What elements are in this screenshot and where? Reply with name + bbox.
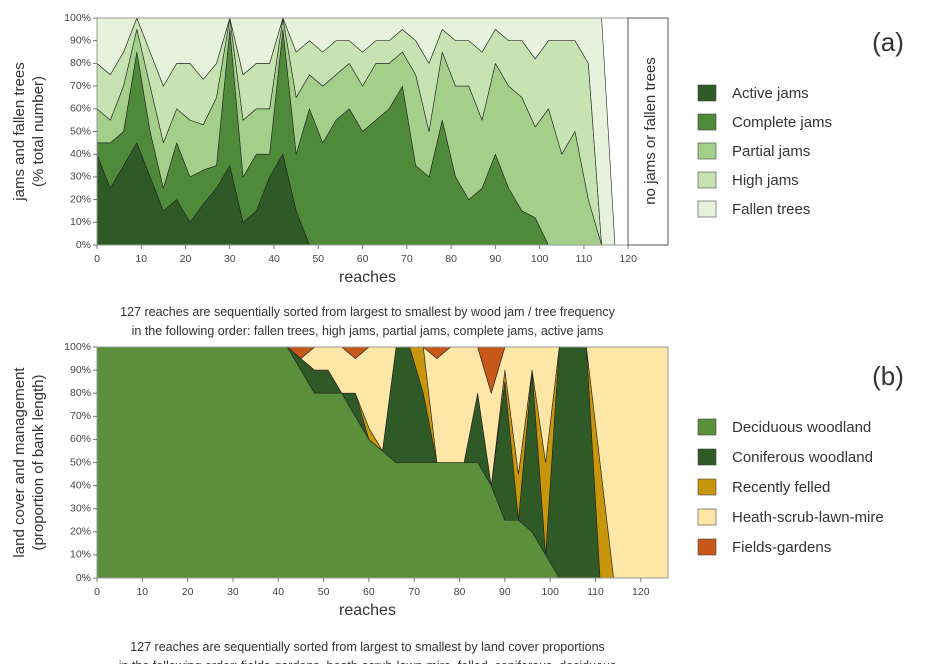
x-tick-label: 40 xyxy=(272,586,284,598)
x-tick-label: 80 xyxy=(454,586,466,598)
y-tick-label: 50% xyxy=(70,456,91,468)
legend-swatch xyxy=(697,200,717,218)
legend-swatch xyxy=(697,478,717,496)
x-tick-label: 110 xyxy=(587,586,604,598)
y-tick-label: 0% xyxy=(76,239,91,251)
x-tick-label: 20 xyxy=(182,586,194,598)
y-axis-label: (proportion of bank length) xyxy=(30,375,47,551)
legend-label: Complete jams xyxy=(732,114,832,131)
y-tick-label: 100% xyxy=(64,341,91,353)
y-tick-label: 50% xyxy=(70,125,91,137)
y-tick-label: 40% xyxy=(70,479,91,491)
y-tick-label: 10% xyxy=(70,216,91,228)
x-tick-label: 0 xyxy=(94,586,100,598)
legend-swatch xyxy=(697,113,717,131)
panel-label: (a) xyxy=(872,27,904,57)
x-tick-label: 10 xyxy=(136,586,148,598)
y-axis-label: land cover and management xyxy=(11,367,28,558)
y-tick-label: 20% xyxy=(70,526,91,538)
legend-swatch xyxy=(697,418,717,436)
legend-label: Recently felled xyxy=(732,479,830,496)
y-tick-label: 40% xyxy=(70,148,91,160)
x-tick-label: 0 xyxy=(94,253,100,265)
y-tick-label: 30% xyxy=(70,502,91,514)
legend-swatch xyxy=(697,508,717,526)
y-tick-label: 30% xyxy=(70,171,91,183)
x-tick-label: 20 xyxy=(180,253,192,265)
legend-swatch xyxy=(697,84,717,102)
x-tick-label: 30 xyxy=(227,586,239,598)
caption: 127 reaches are sequentially sorted from… xyxy=(120,305,615,319)
x-tick-label: 90 xyxy=(490,253,502,265)
panel-label: (b) xyxy=(872,361,904,391)
annotation-box xyxy=(627,17,669,246)
x-tick-label: 120 xyxy=(619,253,637,265)
y-tick-label: 10% xyxy=(70,549,91,561)
legend-label: Coniferous woodland xyxy=(732,449,873,466)
x-tick-label: 80 xyxy=(445,253,457,265)
legend-label: Partial jams xyxy=(732,143,810,160)
y-tick-label: 60% xyxy=(70,433,91,445)
legend-swatch xyxy=(697,142,717,160)
y-tick-label: 70% xyxy=(70,410,91,422)
legend-label: Active jams xyxy=(732,85,809,102)
y-tick-label: 70% xyxy=(70,80,91,92)
legend-label: High jams xyxy=(732,172,799,189)
x-tick-label: 120 xyxy=(632,586,650,598)
x-axis-label: reaches xyxy=(339,269,396,286)
caption: in the following order: fields-gardens, … xyxy=(119,659,616,664)
y-tick-label: 0% xyxy=(76,572,91,584)
y-axis-label: jams and fallen trees xyxy=(11,62,28,201)
legend-swatch xyxy=(697,538,717,556)
y-tick-label: 90% xyxy=(70,34,91,46)
x-tick-label: 110 xyxy=(576,253,593,265)
caption: 127 reaches are sequentially sorted from… xyxy=(130,640,605,654)
y-axis-label: (% total number) xyxy=(30,76,47,187)
y-tick-label: 100% xyxy=(64,12,91,24)
x-tick-label: 70 xyxy=(401,253,413,265)
legend-label: Heath-scrub-lawn-mire xyxy=(732,509,884,526)
x-tick-label: 30 xyxy=(224,253,236,265)
x-tick-label: 40 xyxy=(268,253,280,265)
x-tick-label: 100 xyxy=(541,586,559,598)
annotation: no jams or fallen trees xyxy=(642,57,659,205)
y-tick-label: 60% xyxy=(70,103,91,115)
legend-label: Fields-gardens xyxy=(732,539,831,556)
x-tick-label: 60 xyxy=(357,253,369,265)
x-tick-label: 50 xyxy=(318,586,330,598)
y-tick-label: 20% xyxy=(70,193,91,205)
caption: in the following order: fallen trees, hi… xyxy=(132,324,604,338)
x-tick-label: 10 xyxy=(135,253,147,265)
x-tick-label: 50 xyxy=(312,253,324,265)
x-tick-label: 100 xyxy=(531,253,549,265)
legend-label: Deciduous woodland xyxy=(732,419,871,436)
x-tick-label: 70 xyxy=(408,586,420,598)
legend-label: Fallen trees xyxy=(732,201,810,218)
legend-swatch xyxy=(697,448,717,466)
y-tick-label: 90% xyxy=(70,364,91,376)
x-axis-label: reaches xyxy=(339,602,396,619)
x-tick-label: 90 xyxy=(499,586,511,598)
y-tick-label: 80% xyxy=(70,387,91,399)
y-tick-label: 80% xyxy=(70,57,91,69)
legend-swatch xyxy=(697,171,717,189)
x-tick-label: 60 xyxy=(363,586,375,598)
